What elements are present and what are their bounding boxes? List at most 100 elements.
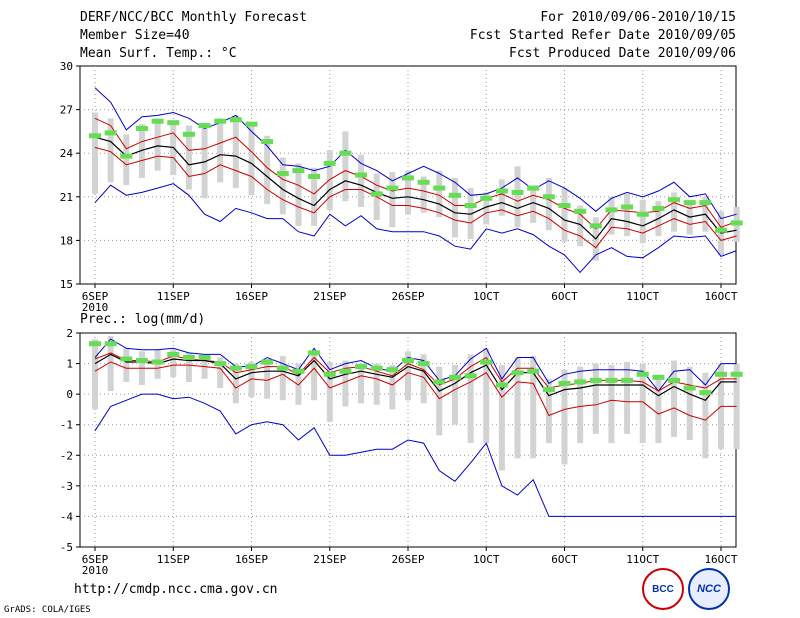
observed-marker xyxy=(683,385,696,391)
spread-bar xyxy=(686,366,693,440)
observed-marker xyxy=(402,175,414,181)
observed-marker xyxy=(730,220,743,226)
observed-marker xyxy=(589,377,602,383)
observed-marker xyxy=(245,121,258,127)
spread-bar xyxy=(232,115,239,189)
x-tick-label: 16OCT xyxy=(704,290,737,303)
x-tick-label: 6SEP xyxy=(82,290,109,303)
x-tick-label: 26SEP xyxy=(391,553,424,566)
observed-marker xyxy=(542,194,555,200)
observed-marker xyxy=(355,364,368,370)
y-tick-label: 24 xyxy=(60,147,74,160)
observed-marker xyxy=(339,368,352,374)
spread-bar xyxy=(420,176,427,213)
observed-marker xyxy=(433,379,446,385)
observed-marker xyxy=(182,131,195,137)
spread-bar xyxy=(530,188,537,223)
forecast-period: For 2010/09/06-2010/10/15 xyxy=(540,10,736,25)
observed-marker xyxy=(229,365,242,371)
observed-marker xyxy=(323,160,336,166)
inner-lower-line xyxy=(94,361,737,421)
spread-bar xyxy=(639,199,646,244)
observed-marker xyxy=(730,371,743,377)
observed-marker xyxy=(448,374,461,380)
spread-bar xyxy=(107,336,114,392)
observed-marker xyxy=(214,118,227,124)
observed-marker xyxy=(495,188,508,194)
observed-marker xyxy=(652,205,665,211)
spread-bar xyxy=(264,358,271,399)
observed-marker xyxy=(89,133,101,139)
spread-bar xyxy=(279,157,286,215)
observed-marker xyxy=(292,368,305,374)
spread-bar xyxy=(405,351,411,401)
spread-bar xyxy=(248,125,255,196)
x-tick-label: 6SEP xyxy=(82,553,109,566)
x-year-label: 2010 xyxy=(82,564,109,577)
inner-lower-line xyxy=(94,146,737,249)
mean-line xyxy=(94,136,737,240)
observed-marker xyxy=(511,370,524,376)
spread-bar xyxy=(671,360,678,437)
y-tick-label: -5 xyxy=(60,541,73,554)
observed-marker xyxy=(229,117,242,123)
observed-marker xyxy=(89,341,101,347)
observed-marker xyxy=(668,197,681,203)
observed-marker xyxy=(668,377,681,383)
spread-bar xyxy=(107,118,114,183)
spread-bar xyxy=(92,112,98,194)
observed-marker xyxy=(151,118,164,124)
spread-bar xyxy=(342,131,349,202)
observed-marker xyxy=(370,191,383,197)
spread-bar xyxy=(389,365,396,410)
spread-bar xyxy=(217,357,224,389)
spread-bar xyxy=(154,118,161,171)
y-tick-label: 2 xyxy=(66,327,73,340)
observed-marker xyxy=(182,354,195,360)
grads-credit: GrADS: COLA/IGES xyxy=(4,605,91,615)
spread-bar xyxy=(185,125,192,190)
spread-bar xyxy=(123,348,130,382)
x-tick-label: 6OCT xyxy=(551,553,578,566)
observed-marker xyxy=(386,367,399,373)
spread-bar xyxy=(311,167,318,226)
outer-lower-line xyxy=(94,393,737,517)
spread-bar xyxy=(624,193,631,237)
observed-marker xyxy=(402,358,414,364)
spread-bar xyxy=(217,118,224,183)
observed-marker xyxy=(574,379,587,385)
observed-marker xyxy=(120,356,133,362)
spread-bar xyxy=(201,122,208,199)
ncc-logo-text: NCC xyxy=(697,583,721,595)
observed-marker xyxy=(104,130,117,136)
website-url[interactable]: http://cmdp.ncc.cma.gov.cn xyxy=(74,582,278,597)
y-tick-label: 27 xyxy=(60,104,73,117)
spread-bar xyxy=(436,170,443,218)
observed-marker xyxy=(715,227,727,233)
spread-bar xyxy=(295,363,302,405)
spread-bar xyxy=(561,369,568,465)
bcc-logo: BCC xyxy=(642,568,684,610)
observed-marker xyxy=(308,173,321,179)
observed-marker xyxy=(198,354,211,360)
x-tick-label: 1OCT xyxy=(473,290,500,303)
spread-bar xyxy=(561,188,568,242)
spread-bar xyxy=(577,366,584,444)
spread-bar xyxy=(467,188,474,239)
spread-bar xyxy=(483,192,490,225)
observed-marker xyxy=(448,192,461,198)
observed-marker xyxy=(167,120,180,126)
observed-marker xyxy=(167,351,180,357)
x-tick-label: 11OCT xyxy=(626,290,659,303)
observed-marker xyxy=(104,341,117,347)
observed-marker xyxy=(135,125,148,131)
spread-bar xyxy=(279,355,286,401)
observed-marker xyxy=(417,361,430,367)
spread-bar xyxy=(530,355,537,459)
spread-bar xyxy=(451,177,458,238)
inner-upper-line xyxy=(94,117,737,230)
observed-marker xyxy=(417,179,430,185)
x-tick-label: 16SEP xyxy=(235,290,268,303)
observed-marker xyxy=(292,168,305,174)
spread-bar xyxy=(608,365,615,444)
